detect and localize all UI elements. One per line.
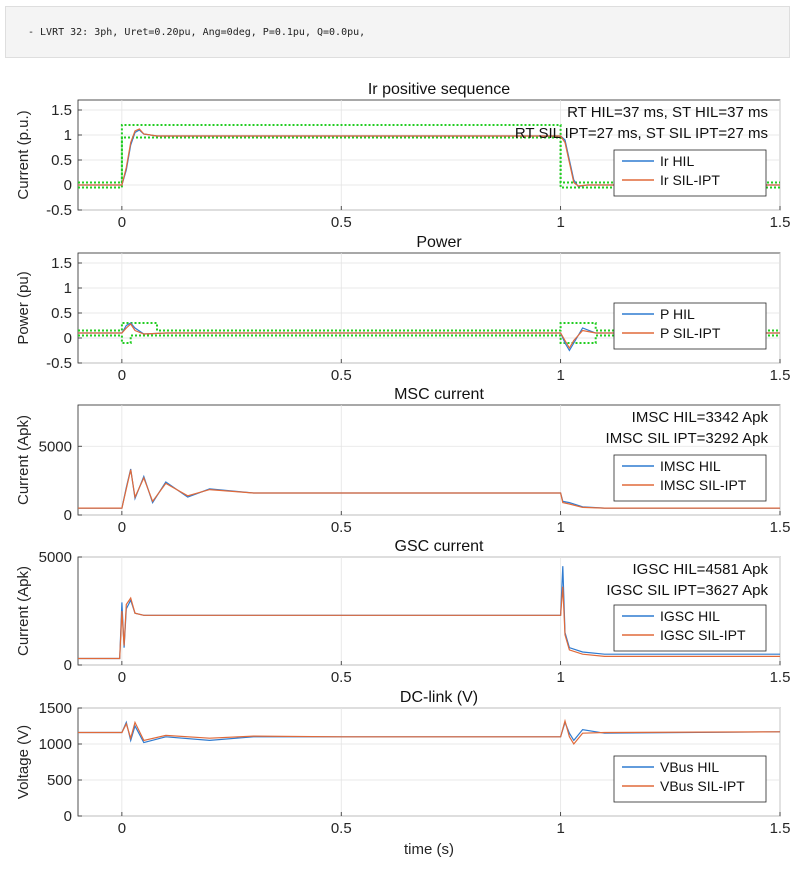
legend: Ir HIL Ir SIL-IPT [613, 149, 767, 197]
x-tick-label: 1 [556, 669, 564, 686]
legend-label: IMSC HIL [660, 458, 721, 474]
reference-band [78, 136, 780, 189]
y-tick-label: 1.5 [51, 102, 72, 119]
legend: P HIL P SIL-IPT [613, 302, 767, 350]
x-tick-label: 0 [118, 367, 126, 384]
y-tick-label: 1500 [39, 700, 72, 717]
y-axis-label: Current (Apk) [15, 415, 32, 505]
annotation-text: IGSC SIL IPT=3627 Apk [606, 582, 768, 599]
chart-title: MSC current [394, 386, 484, 403]
legend: IGSC HIL IGSC SIL-IPT [613, 604, 767, 652]
x-tick-label: 0.5 [331, 669, 352, 686]
annotation-text: RT SIL IPT=27 ms, ST SIL IPT=27 ms [515, 125, 768, 142]
chart-panel-4: 0 0.5 1 1.5 0 5000 GSC current Current (Apk) IGS… [15, 538, 790, 686]
y-tick-label: 1 [64, 127, 72, 144]
x-tick-label: 1.5 [770, 214, 791, 231]
chart-title: Ir positive sequence [368, 81, 510, 98]
y-tick-label: -0.5 [46, 355, 72, 372]
series-line-sil [78, 323, 780, 350]
y-axis-label: Voltage (V) [15, 725, 32, 799]
legend-label: VBus HIL [660, 759, 719, 775]
annotation-text: IGSC HIL=4581 Apk [633, 561, 769, 578]
x-tick-label: 1 [556, 367, 564, 384]
reference-band [78, 124, 780, 184]
legend-label: VBus SIL-IPT [660, 778, 745, 794]
x-tick-label: 0 [118, 519, 126, 536]
y-tick-label: 500 [47, 772, 72, 789]
x-tick-label: 0 [118, 820, 126, 837]
x-tick-label: 0.5 [331, 214, 352, 231]
series-line-sil [78, 718, 781, 746]
y-tick-label: 1000 [39, 736, 72, 753]
chart-panel-2: 0 0.5 1 1.5 -0.5 0 0.5 1 1.5 Power Power (pu) P HIL… [15, 234, 790, 384]
legend-label: Ir SIL-IPT [660, 172, 720, 188]
y-tick-label: 1.5 [51, 255, 72, 272]
legend-label: P HIL [660, 306, 695, 322]
legend-label: IMSC SIL-IPT [660, 477, 747, 493]
series-line-sil [78, 586, 780, 660]
series-line-sil [78, 469, 780, 509]
y-tick-label: 0 [64, 808, 72, 825]
y-tick-label: 5000 [39, 438, 72, 455]
legend: VBus HIL VBus SIL-IPT [613, 755, 767, 803]
x-tick-label: 1 [556, 214, 564, 231]
y-tick-label: 0 [64, 657, 72, 674]
legend-box [613, 149, 767, 197]
legend-label: IGSC HIL [660, 608, 720, 624]
legend-box [613, 755, 767, 803]
x-tick-label: 0.5 [331, 820, 352, 837]
legend-label: IGSC SIL-IPT [660, 627, 746, 643]
annotation-text: IMSC SIL IPT=3292 Apk [606, 430, 769, 447]
x-tick-label: 1.5 [770, 820, 791, 837]
x-tick-label: 1 [556, 820, 564, 837]
annotation-text: IMSC HIL=3342 Apk [632, 409, 769, 426]
chart-panel-5: 0 0.5 1 1.5 0 500 1000 1500 DC-link (V) Voltage (… [15, 689, 790, 858]
x-tick-label: 0 [118, 669, 126, 686]
y-tick-label: 0 [64, 330, 72, 347]
y-axis-label: Current (p.u.) [15, 110, 32, 199]
chart-title: GSC current [395, 538, 484, 555]
x-tick-label: 1.5 [770, 367, 791, 384]
y-tick-label: 0 [64, 177, 72, 194]
chart-panel-3: 0 0.5 1 1.5 0 5000 MSC current Current (Apk) IMS… [15, 386, 790, 536]
y-tick-label: 0.5 [51, 305, 72, 322]
command-text: - LVRT 32: 3ph, Uret=0.20pu, Ang=0deg, P… [28, 27, 366, 38]
chart-panel-1: 0 0.5 1 1.5 -0.5 0 0.5 1 1.5 Ir positive sequence… [15, 81, 790, 231]
series-line-sil [78, 128, 780, 187]
x-tick-label: 0.5 [331, 519, 352, 536]
x-tick-label: 1 [556, 519, 564, 536]
x-tick-label: 0 [118, 214, 126, 231]
y-tick-label: 5000 [39, 549, 72, 566]
x-axis-label: time (s) [404, 841, 454, 858]
chart-title: DC-link (V) [400, 689, 478, 706]
x-tick-label: 0.5 [331, 367, 352, 384]
y-tick-label: 1 [64, 280, 72, 297]
y-tick-label: -0.5 [46, 202, 72, 219]
y-axis-label: Power (pu) [15, 271, 32, 344]
legend-label: P SIL-IPT [660, 325, 721, 341]
annotation-text: RT HIL=37 ms, ST HIL=37 ms [567, 104, 768, 121]
y-tick-label: 0.5 [51, 152, 72, 169]
legend-box [613, 604, 767, 652]
legend-label: Ir HIL [660, 153, 694, 169]
y-axis-label: Current (Apk) [15, 566, 32, 656]
x-tick-label: 1.5 [770, 669, 791, 686]
legend-box [613, 302, 767, 350]
legend: IMSC HIL IMSC SIL-IPT [613, 454, 767, 502]
chart-title: Power [416, 234, 462, 251]
x-tick-label: 1.5 [770, 519, 791, 536]
y-tick-label: 0 [64, 507, 72, 524]
legend-box [613, 454, 767, 502]
command-output-bar: - LVRT 32: 3ph, Uret=0.20pu, Ang=0deg, P… [5, 6, 790, 58]
